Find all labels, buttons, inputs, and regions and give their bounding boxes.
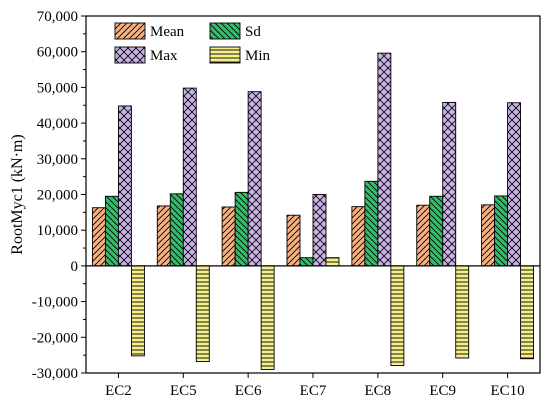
bars-layer <box>91 52 535 370</box>
y-tick-label: 20,000 <box>37 188 78 204</box>
y-axis: -30,000 -20,000 -10,000 0 10,000 20,000 30,000… <box>32 9 86 382</box>
bar-min-ec10 <box>520 265 535 360</box>
bar-min-ec9 <box>455 265 470 359</box>
y-tick-label: 10,000 <box>37 223 78 239</box>
bar-min-ec2 <box>130 265 145 357</box>
bar-sd-ec9 <box>429 195 444 267</box>
bar-min-ec5 <box>195 265 210 363</box>
bar-sd-ec7 <box>299 257 314 267</box>
legend-swatch-min <box>209 46 241 64</box>
bar-max-ec2 <box>117 105 132 267</box>
bar-mean-ec10 <box>481 204 496 267</box>
y-axis-label: RootMyc1 (kN·m) <box>9 134 26 254</box>
x-tick-label-ec8: EC8 <box>365 383 392 399</box>
x-tick-label-ec9: EC9 <box>429 383 456 399</box>
y-tick-label: 70,000 <box>37 9 78 25</box>
bar-mean-ec9 <box>416 204 431 267</box>
legend-label-max: Max <box>150 48 178 64</box>
bar-sd-ec10 <box>494 195 509 267</box>
y-tick-label: -10,000 <box>32 295 78 311</box>
x-tick-label-ec7: EC7 <box>300 383 327 399</box>
bar-sd-ec8 <box>364 180 379 267</box>
bar-mean-ec2 <box>91 207 106 267</box>
bar-mean-ec6 <box>221 206 236 267</box>
x-tick-label-ec5: EC5 <box>170 383 197 399</box>
legend-swatch-max <box>114 46 146 64</box>
y-tick-label: 50,000 <box>37 80 78 96</box>
legend-swatch-sd <box>209 22 241 40</box>
legend-label-sd: Sd <box>245 24 261 40</box>
bar-max-ec10 <box>507 102 522 267</box>
bar-mean-ec5 <box>156 205 171 267</box>
y-tick-label: 60,000 <box>37 45 78 61</box>
bar-sd-ec6 <box>234 191 249 267</box>
y-tick-label: -30,000 <box>32 366 78 382</box>
y-tick-label: 40,000 <box>37 116 78 132</box>
legend-label-min: Min <box>245 48 271 64</box>
legend-label-mean: Mean <box>150 24 185 40</box>
bar-mean-ec8 <box>351 206 366 267</box>
x-tick-label-ec2: EC2 <box>105 383 132 399</box>
bar-max-ec6 <box>247 91 262 267</box>
bar-mean-ec7 <box>286 214 301 267</box>
x-tick-label-ec6: EC6 <box>235 383 262 399</box>
bar-max-ec9 <box>442 101 457 267</box>
y-tick-label: 30,000 <box>37 152 78 168</box>
y-tick-label: 0 <box>71 259 79 275</box>
y-tick-label: -20,000 <box>32 330 78 346</box>
bar-sd-ec5 <box>169 193 184 267</box>
legend-swatch-mean <box>114 22 146 40</box>
legend: Mean Sd Max Min <box>114 22 271 64</box>
bar-sd-ec2 <box>104 195 119 267</box>
bar-min-ec6 <box>260 265 275 370</box>
bar-max-ec5 <box>182 87 197 267</box>
bar-max-ec7 <box>312 194 327 267</box>
x-axis: EC2 EC5 EC6 EC7 EC8 EC9 EC10 <box>105 373 525 399</box>
bar-max-ec8 <box>377 52 392 267</box>
x-tick-label-ec10: EC10 <box>490 383 524 399</box>
bar-min-ec8 <box>390 265 405 366</box>
bar-min-ec7 <box>325 257 340 267</box>
